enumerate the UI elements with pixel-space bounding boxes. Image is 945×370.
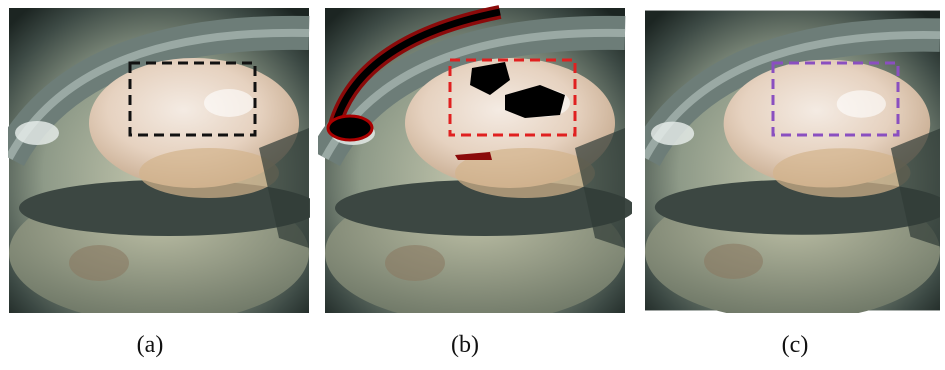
- panel-label: (c): [782, 332, 809, 358]
- endoscopic-image: [9, 8, 319, 323]
- panel-a: (a): [9, 8, 319, 358]
- panel-label: (a): [137, 332, 164, 358]
- endoscopic-image: [645, 11, 945, 321]
- panel-b: (b): [325, 8, 635, 358]
- panel-label: (b): [451, 332, 479, 358]
- endoscopic-image: [325, 8, 635, 323]
- figure: (a) (b) (c): [0, 0, 945, 370]
- panel-c: (c): [645, 11, 945, 358]
- artifact-blob: [328, 116, 372, 140]
